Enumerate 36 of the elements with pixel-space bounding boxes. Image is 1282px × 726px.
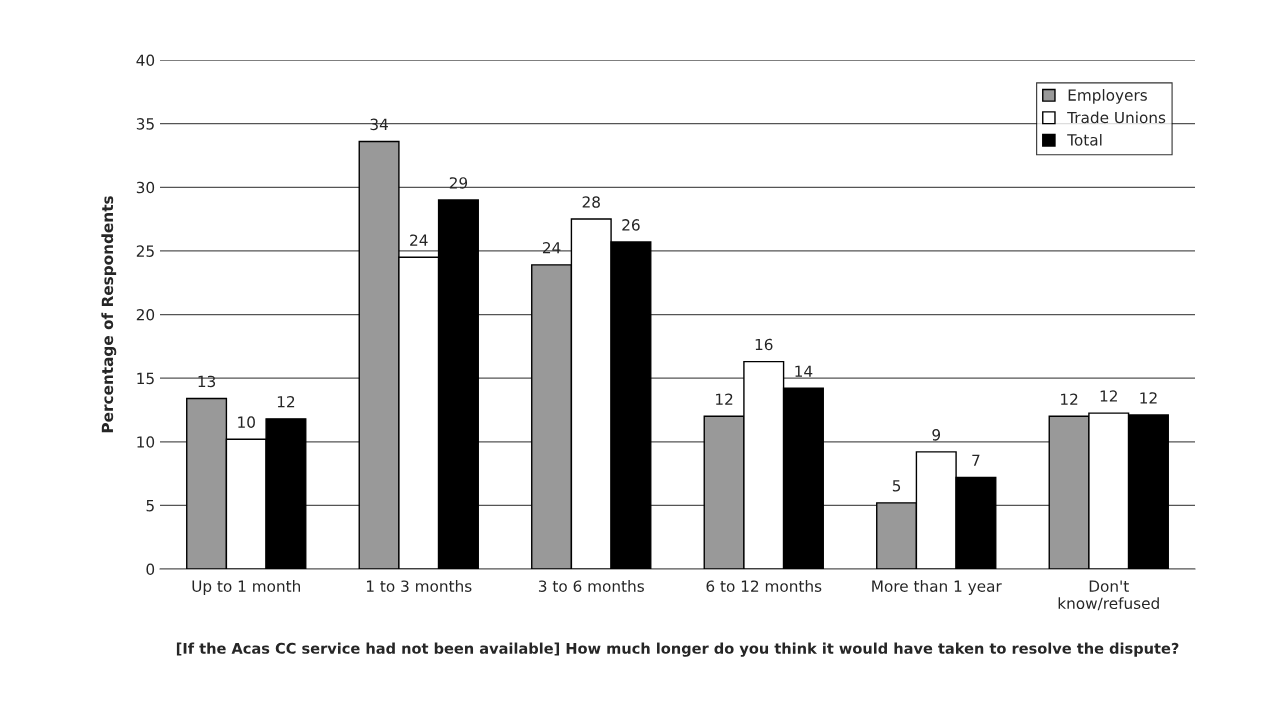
y-tick-label: 10 bbox=[137, 436, 155, 448]
data-label: 16 bbox=[755, 338, 773, 351]
data-label: 12 bbox=[716, 393, 733, 405]
y-tick-label: 15 bbox=[137, 372, 154, 385]
y-axis-title: Percentage of Respondents bbox=[101, 196, 117, 433]
legend-label: Trade Unions bbox=[1067, 111, 1166, 124]
x-tick-label: 3 to 6 months bbox=[538, 580, 644, 592]
y-tick-label: 25 bbox=[136, 245, 154, 257]
data-label: 28 bbox=[582, 196, 600, 208]
data-label: 14 bbox=[795, 365, 813, 377]
data-label: 9 bbox=[932, 429, 941, 441]
data-label: 13 bbox=[198, 375, 216, 388]
data-label: 12 bbox=[1140, 392, 1157, 404]
data-label: 12 bbox=[1100, 390, 1117, 402]
x-tick-label: More than 1 year bbox=[872, 580, 1002, 595]
x-tick-label: 1 to 3 months bbox=[366, 580, 472, 592]
y-tick-label: 30 bbox=[136, 181, 155, 194]
data-label: 29 bbox=[449, 177, 468, 189]
legend-label: Employers bbox=[1068, 89, 1147, 104]
data-label: 10 bbox=[238, 416, 255, 428]
y-tick-label: 5 bbox=[146, 500, 154, 512]
y-tick-label: 35 bbox=[136, 118, 154, 130]
data-label: 12 bbox=[277, 396, 295, 408]
data-label: 5 bbox=[892, 480, 901, 492]
data-label: 7 bbox=[972, 454, 980, 466]
data-label: 26 bbox=[622, 219, 640, 231]
x-axis-title: [If the Acas CC service had not been available] How much longer do you think it would have taken to resolve the dispute? bbox=[176, 642, 1179, 657]
x-tick-label: Up to 1 month bbox=[192, 580, 300, 595]
legend-label: Total bbox=[1067, 133, 1102, 146]
y-tick-label: 20 bbox=[136, 308, 155, 321]
data-label: 12 bbox=[1061, 393, 1078, 405]
y-tick-label: 40 bbox=[136, 54, 155, 67]
data-label: 24 bbox=[410, 234, 428, 246]
x-tick-label: Don't know/refused bbox=[1058, 580, 1159, 611]
y-tick-label: 0 bbox=[146, 563, 155, 576]
x-tick-label: 6 to 12 months bbox=[706, 580, 822, 592]
